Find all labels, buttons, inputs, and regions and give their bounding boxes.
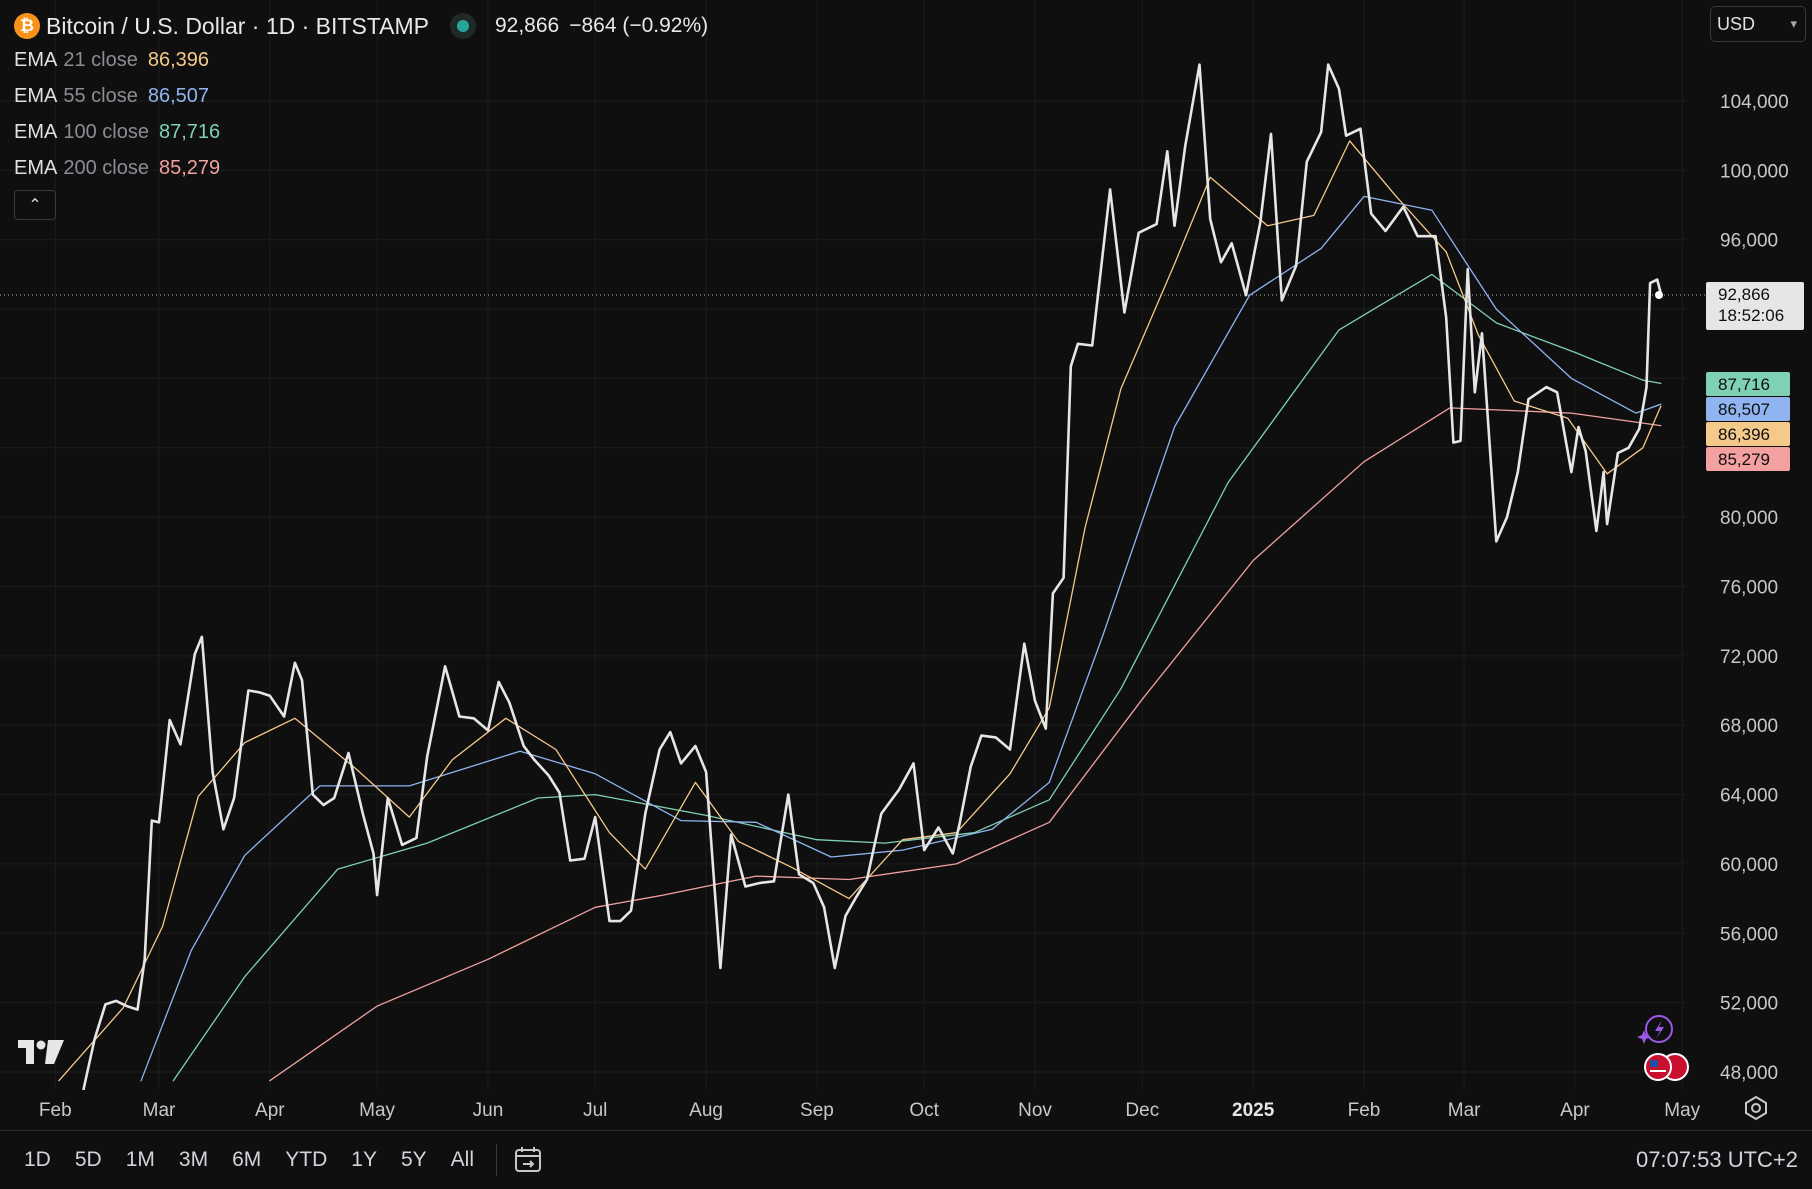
range-ytd-button[interactable]: YTD (285, 1148, 328, 1171)
currency-value: USD (1717, 13, 1756, 34)
ema-tag-value: 86,396 (1718, 425, 1770, 444)
y-tick-label: 72,000 (1720, 647, 1778, 668)
range-all-button[interactable]: All (450, 1148, 474, 1171)
x-tick-label: Aug (689, 1100, 723, 1121)
ema-price-tags: 87,716 86,507 86,396 85,279 (1706, 372, 1790, 471)
y-tick-label: 96,000 (1720, 231, 1778, 252)
y-tick-label: 60,000 (1720, 855, 1778, 876)
y-tick-label: 64,000 (1720, 786, 1778, 807)
chevron-up-icon: ⌃ (28, 197, 42, 214)
last-price-value: 92,866 (1718, 285, 1770, 304)
x-tick-label: Mar (1448, 1100, 1481, 1121)
y-tick-label: 76,000 (1720, 578, 1778, 599)
bar-countdown: 18:52:06 (1718, 306, 1784, 325)
tradingview-logo-icon[interactable] (18, 1040, 66, 1066)
ema-tag-background (1706, 447, 1790, 471)
indicator-value: 85,279 (158, 156, 221, 179)
ema-tag-background (1706, 422, 1790, 446)
range-1m-button[interactable]: 1M (125, 1148, 155, 1171)
chart-grid (0, 0, 1686, 1090)
x-tick-label: Jul (583, 1100, 607, 1121)
x-tick-label: Feb (1348, 1100, 1381, 1121)
range-5d-button[interactable]: 5D (74, 1148, 102, 1171)
range-1d-button[interactable]: 1D (24, 1148, 51, 1171)
x-tick-label: Oct (909, 1100, 939, 1121)
ema-tag-value: 85,279 (1718, 450, 1770, 469)
toolbar-divider (496, 1144, 497, 1176)
x-tick-label: Apr (1560, 1100, 1590, 1121)
range-1y-button[interactable]: 1Y (351, 1148, 377, 1171)
indicator-ema-200[interactable]: EMA 200 close 85,279 (14, 156, 221, 179)
ema-tag-value: 86,507 (1718, 400, 1770, 419)
currency-select[interactable]: USD ▾ (1710, 6, 1806, 42)
chart-legend: ₿ Bitcoin / U.S. Dollar · 1D · BITSTAMP … (14, 10, 708, 220)
ai-assist-icon[interactable] (1637, 1015, 1673, 1044)
x-tick-label: Sep (800, 1100, 834, 1121)
x-tick-label: May (1664, 1100, 1700, 1121)
ema-tag-background (1706, 397, 1790, 421)
last-price: 92,866 (494, 14, 560, 37)
collapse-legend-button[interactable]: ⌃ (14, 190, 56, 220)
go-to-date-icon[interactable] (513, 1145, 543, 1175)
ema-line-200 (269, 407, 1662, 1082)
gear-icon[interactable] (1742, 1094, 1770, 1122)
x-tick-label: May (359, 1100, 395, 1121)
y-tick-label: 56,000 (1720, 924, 1778, 945)
last-price-dot (1655, 291, 1663, 299)
range-6m-button[interactable]: 6M (232, 1148, 262, 1171)
range-5y-button[interactable]: 5Y (400, 1148, 427, 1171)
ema-line-55 (140, 195, 1662, 1082)
price-change: −864 (−0.92%) (569, 14, 709, 37)
y-tick-label: 68,000 (1720, 716, 1778, 737)
symbol-header[interactable]: ₿ Bitcoin / U.S. Dollar · 1D · BITSTAMP … (14, 10, 708, 42)
ema-line-100 (172, 273, 1662, 1082)
y-tick-label: 52,000 (1720, 994, 1778, 1015)
price-chart[interactable]: 48,000 52,000 56,000 60,000 64,000 68,000 72,0… (0, 0, 1812, 1130)
price-axis[interactable]: 48,000 52,000 56,000 60,000 64,000 68,000 72,0… (1720, 92, 1789, 1084)
chevron-down-icon: ▾ (1790, 16, 1797, 31)
y-tick-label: 100,000 (1720, 161, 1789, 182)
chart-series (58, 63, 1663, 1090)
indicator-ema-21[interactable]: EMA 21 close 86,396 (14, 48, 210, 71)
x-tick-label: Dec (1125, 1100, 1159, 1121)
ema-tag-background (1706, 372, 1790, 396)
x-tick-label: 2025 (1232, 1100, 1275, 1121)
indicator-ema-100[interactable]: EMA 100 close 87,716 (14, 120, 221, 143)
symbol-title[interactable]: Bitcoin / U.S. Dollar · 1D · BITSTAMP (46, 12, 429, 39)
x-tick-label: Feb (39, 1100, 72, 1121)
x-tick-label: Mar (143, 1100, 176, 1121)
y-tick-label: 104,000 (1720, 92, 1789, 113)
indicator-ema-55[interactable]: EMA 55 close 86,507 (14, 84, 210, 107)
y-tick-label: 80,000 (1720, 508, 1778, 529)
bitcoin-icon: ₿ (14, 13, 40, 39)
x-tick-label: Nov (1018, 1100, 1052, 1121)
x-tick-label: Apr (255, 1100, 285, 1121)
economic-events-icon[interactable] (1644, 1053, 1689, 1081)
bottom-toolbar: 1D 5D 1M 3M 6M YTD 1Y 5Y All 07:07:53 UT… (0, 1130, 1812, 1189)
time-axis[interactable]: Feb Mar Apr May Jun Jul Aug Sep Oct Nov Dec 2025 Feb… (39, 1100, 1701, 1121)
price-line (82, 63, 1663, 1090)
indicator-value: 86,507 (147, 84, 210, 107)
market-status-icon[interactable] (456, 20, 469, 32)
y-tick-label: 48,000 (1720, 1063, 1778, 1084)
indicator-value: 86,396 (147, 48, 210, 71)
last-price-tag: 92,866 18:52:06 (1706, 282, 1804, 330)
indicator-value: 87,716 (158, 120, 221, 143)
x-tick-label: Jun (473, 1100, 504, 1121)
ema-tag-value: 87,716 (1718, 375, 1770, 394)
range-3m-button[interactable]: 3M (178, 1148, 209, 1171)
timezone-clock[interactable]: 07:07:53 UTC+2 (1635, 1147, 1798, 1172)
